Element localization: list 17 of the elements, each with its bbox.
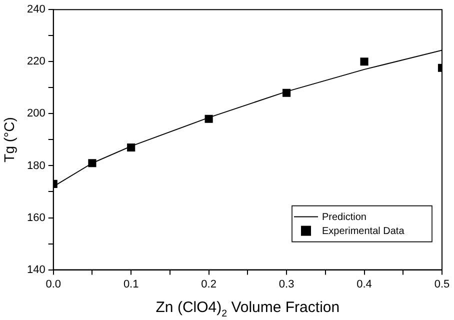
x-tick-label: 0.4 (356, 278, 372, 290)
x-tick-label: 0.0 (46, 278, 61, 290)
y-axis-title: Tg (°C) (1, 117, 17, 162)
x-tick-label: 0.1 (123, 278, 139, 290)
y-tick-label: 140 (26, 264, 46, 276)
x-tick-label: 0.5 (434, 278, 450, 290)
legend-label: Experimental Data (322, 226, 405, 238)
y-tick-label: 220 (26, 56, 46, 68)
y-tick-label: 200 (26, 108, 46, 120)
legend-label: Prediction (322, 212, 366, 224)
x-tick-label: 0.3 (278, 278, 294, 290)
point (360, 58, 368, 66)
y-tick-label: 160 (26, 212, 46, 224)
x-tick-label: 0.2 (201, 278, 216, 290)
y-tick-label: 180 (26, 160, 46, 172)
y-tick-label: 240 (26, 4, 46, 16)
point (88, 159, 96, 168)
